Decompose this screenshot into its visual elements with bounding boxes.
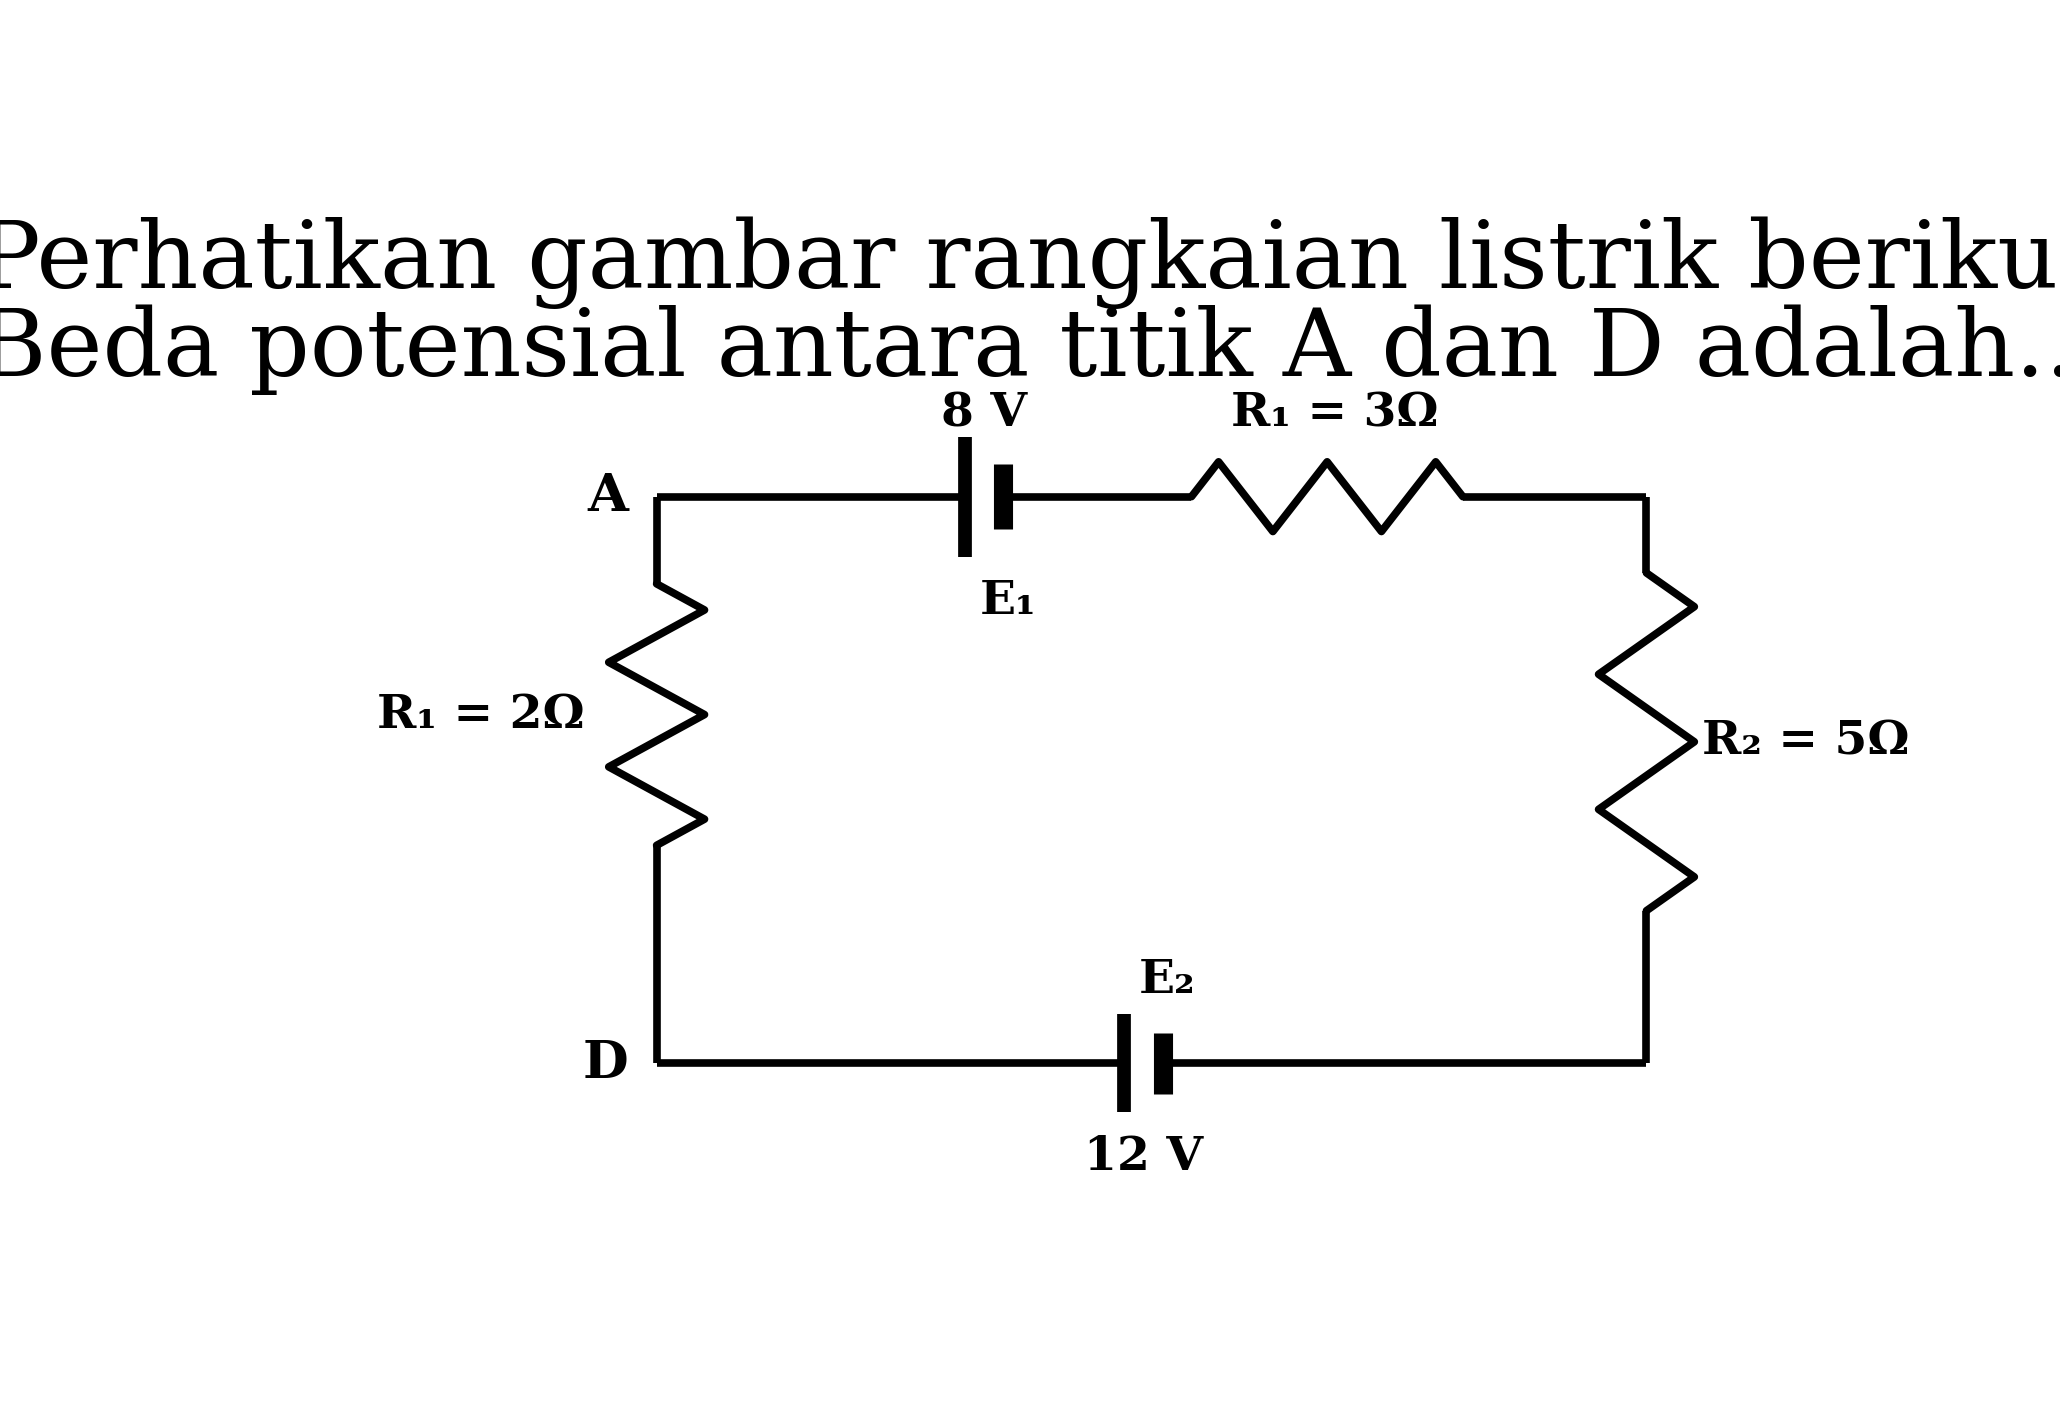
Text: R₁ = 2Ω: R₁ = 2Ω: [377, 692, 585, 737]
Text: Perhatikan gambar rangkaian listrik berikut!: Perhatikan gambar rangkaian listrik beri…: [0, 216, 2060, 308]
Text: A: A: [587, 471, 628, 522]
Text: Beda potensial antara titik A dan D adalah....: Beda potensial antara titik A dan D adal…: [0, 304, 2060, 395]
Text: E₁: E₁: [978, 579, 1036, 624]
Text: R₂ = 5Ω: R₂ = 5Ω: [1702, 719, 1910, 766]
Text: E₂: E₂: [1139, 958, 1195, 1003]
Text: 12 V: 12 V: [1084, 1133, 1203, 1180]
Text: R₁ = 3Ω: R₁ = 3Ω: [1232, 391, 1438, 437]
Text: D: D: [583, 1037, 628, 1088]
Text: 8 V: 8 V: [941, 391, 1028, 437]
